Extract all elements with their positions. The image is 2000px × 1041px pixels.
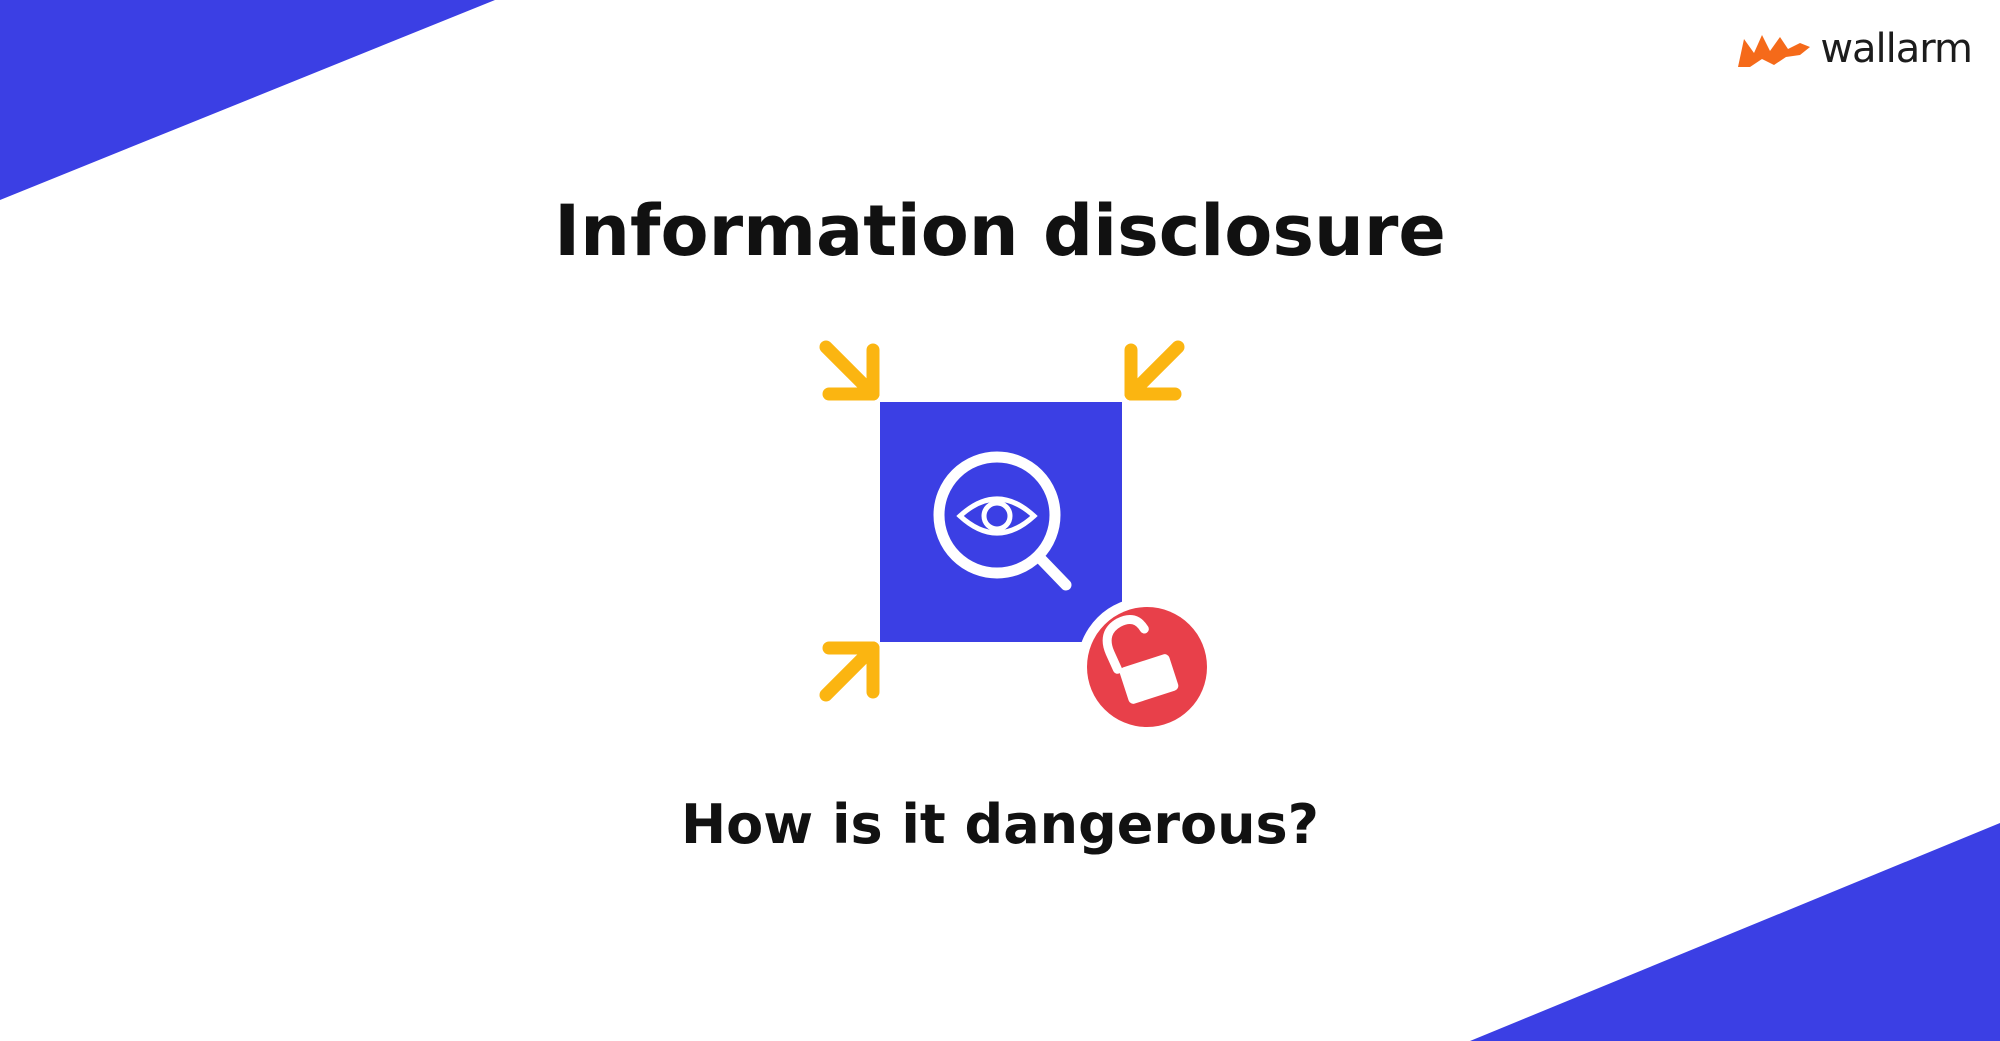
- inward-arrow-icon-top-left: [819, 340, 880, 401]
- blue-square: [880, 402, 1122, 642]
- inward-arrow-icon-bottom-left: [819, 641, 880, 702]
- magnifier-eye-icon: [933, 451, 1072, 591]
- page-title: Information disclosure: [554, 190, 1446, 272]
- wallarm-flame-icon: [1738, 35, 1811, 67]
- top-left-blue-shape: [0, 0, 495, 200]
- unlocked-padlock-icon: [1077, 597, 1217, 737]
- subtitle: How is it dangerous?: [680, 793, 1319, 856]
- bottom-right-blue-shape: [1470, 823, 2000, 1041]
- wallarm-logo: wallarm: [1734, 26, 1973, 72]
- brand-name: wallarm: [1820, 26, 1973, 72]
- inward-arrow-icon-top-right: [1124, 340, 1185, 401]
